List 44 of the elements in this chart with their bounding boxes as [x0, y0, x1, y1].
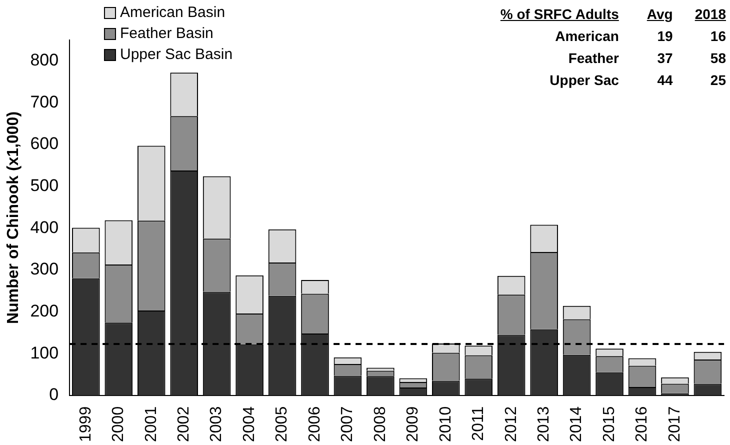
y-tick-label: 300 [30, 260, 59, 279]
y-axis-title: Number of Chinook (x1,000) [5, 111, 22, 324]
x-tick-label: 2012 [502, 406, 520, 442]
x-tick-label: 2006 [306, 406, 324, 442]
y-tick-label: 400 [30, 218, 59, 237]
text: % of SRFC Adults [499, 5, 620, 24]
text: 2018 [694, 5, 726, 24]
annotation: 37 [656, 49, 673, 68]
x-tick-label: 2004 [240, 406, 258, 442]
y-tick-label: 700 [30, 92, 59, 112]
x-tick-label: 2007 [339, 406, 356, 442]
legend-label: American Basin [120, 3, 226, 23]
y-tick-label: 200 [30, 301, 59, 320]
y-tick-label: 600 [30, 134, 59, 154]
x-tick-label: 2009 [404, 406, 422, 442]
y-tick-label: 100 [30, 343, 59, 362]
annotation: 25 [709, 71, 726, 90]
legend-label: Upper Sac Basin [120, 45, 233, 65]
annotation: 16 [709, 27, 726, 46]
y-tick-label: 0 [49, 385, 59, 404]
x-tick-label: 2002 [176, 406, 193, 442]
annotation: Upper Sac [548, 71, 620, 90]
annotation: American [554, 27, 620, 46]
x-tick-label: 2010 [437, 406, 454, 442]
x-tick-label: 2011 [470, 406, 488, 441]
annotation: Feather [567, 49, 620, 68]
annotation: 44 [656, 71, 673, 90]
annotation: 19 [656, 27, 673, 46]
x-tick-label: 2005 [274, 406, 291, 442]
y-tick-label: 500 [30, 176, 59, 196]
x-tick-label: 2008 [372, 406, 389, 442]
x-tick-label: 2017 [666, 406, 684, 442]
x-tick-label: 1999 [77, 406, 94, 442]
legend-label: Feather Basin [120, 24, 214, 44]
x-tick-label: 2003 [208, 406, 226, 442]
y-tick-label: 800 [30, 50, 59, 70]
x-tick-label: 2000 [110, 406, 128, 442]
text: Avg [646, 5, 673, 24]
x-tick-label: 2014 [568, 406, 586, 442]
annotation: 58 [709, 49, 726, 68]
x-tick-label: 2015 [600, 406, 618, 442]
x-tick-label: 2013 [535, 406, 552, 442]
x-tick-label: 2001 [142, 406, 160, 442]
x-tick-label: 2016 [634, 406, 651, 442]
